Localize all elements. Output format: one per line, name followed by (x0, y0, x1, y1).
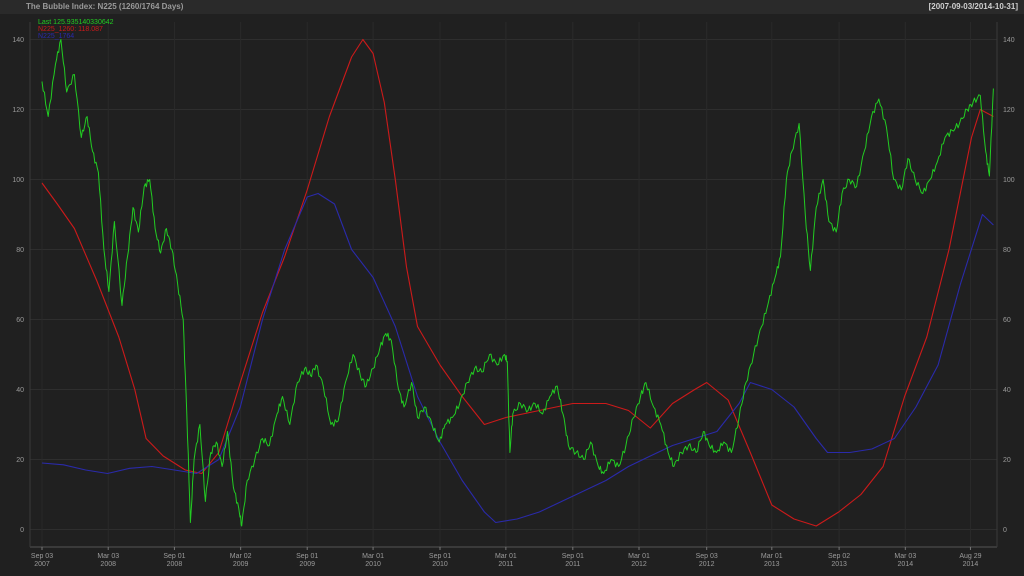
x-tick-label-year: 2009 (299, 561, 315, 568)
x-tick-label-year: 2012 (699, 561, 715, 568)
x-tick-label: Mar 01 (628, 553, 650, 560)
series-n225-1260-line (41, 38, 994, 527)
legend-entry: Last 125.935140330642 (38, 19, 114, 26)
x-tick-label: Mar 03 (97, 553, 119, 560)
legend-entry: N225_1260: 118.087 (38, 26, 103, 33)
y-tick-label-right: 20 (1003, 457, 1011, 464)
y-tick-label-right: 140 (1003, 37, 1015, 44)
y-tick-label-right: 80 (1003, 247, 1011, 254)
y-tick-label-right: 0 (1003, 527, 1007, 534)
x-tick-label: Sep 01 (562, 553, 584, 560)
series-n225-1764-line (41, 192, 994, 524)
x-tick-label: Sep 01 (163, 553, 185, 560)
x-tick-label-year: 2008 (167, 561, 183, 568)
series-lines (41, 38, 994, 527)
x-tick-label: Sep 03 (696, 553, 718, 560)
chart-title: The Bubble Index: N225 (1260/1764 Days) (26, 2, 184, 11)
x-tick-label-year: 2011 (565, 561, 580, 568)
y-tick-label-left: 80 (16, 247, 24, 254)
y-tick-label-left: 40 (16, 387, 24, 394)
x-tick-label-year: 2008 (100, 561, 116, 568)
x-tick-label-year: 2009 (233, 561, 249, 568)
x-tick-label: Sep 03 (31, 553, 53, 560)
y-tick-label-left: 0 (20, 527, 24, 534)
x-tick-label: Mar 01 (362, 553, 384, 560)
axes: 0 0 20 20 40 40 60 60 80 80 100 100 120 120 140 140 Sep … (12, 22, 1015, 568)
x-tick-label: Mar 03 (894, 553, 916, 560)
x-tick-label-year: 2013 (764, 561, 780, 568)
grid-lines (30, 22, 997, 547)
x-tick-label-year: 2007 (34, 561, 50, 568)
y-tick-label-right: 60 (1003, 317, 1011, 324)
y-tick-label-right: 40 (1003, 387, 1011, 394)
x-tick-label-year: 2010 (365, 561, 381, 568)
x-tick-label-year: 2014 (898, 561, 914, 568)
chart-header: The Bubble Index: N225 (1260/1764 Days) … (0, 0, 1024, 14)
x-tick-label: Mar 01 (761, 553, 783, 560)
x-tick-label: Sep 01 (429, 553, 451, 560)
x-tick-label: Sep 01 (296, 553, 318, 560)
y-tick-label-left: 20 (16, 457, 24, 464)
y-tick-label-left: 120 (12, 107, 24, 114)
x-tick-label: Sep 02 (828, 553, 850, 560)
y-tick-label-left: 140 (12, 37, 24, 44)
y-tick-label-right: 100 (1003, 177, 1015, 184)
x-tick-label-year: 2012 (631, 561, 647, 568)
date-range-label: [2007-09-03/2014-10-31] (928, 2, 1018, 11)
series-last-line (41, 39, 994, 527)
x-tick-label: Mar 02 (230, 553, 252, 560)
y-tick-label-left: 60 (16, 317, 24, 324)
x-tick-label-year: 2013 (831, 561, 847, 568)
x-tick-label-year: 2010 (432, 561, 448, 568)
x-tick-label-year: 2011 (498, 561, 513, 568)
x-tick-label-year: 2014 (963, 561, 979, 568)
y-tick-label-left: 100 (12, 177, 24, 184)
x-tick-label: Aug 29 (959, 553, 981, 560)
legend-entry: N225_1764 (38, 33, 74, 40)
y-tick-label-right: 120 (1003, 107, 1015, 114)
x-tick-label: Mar 01 (495, 553, 517, 560)
